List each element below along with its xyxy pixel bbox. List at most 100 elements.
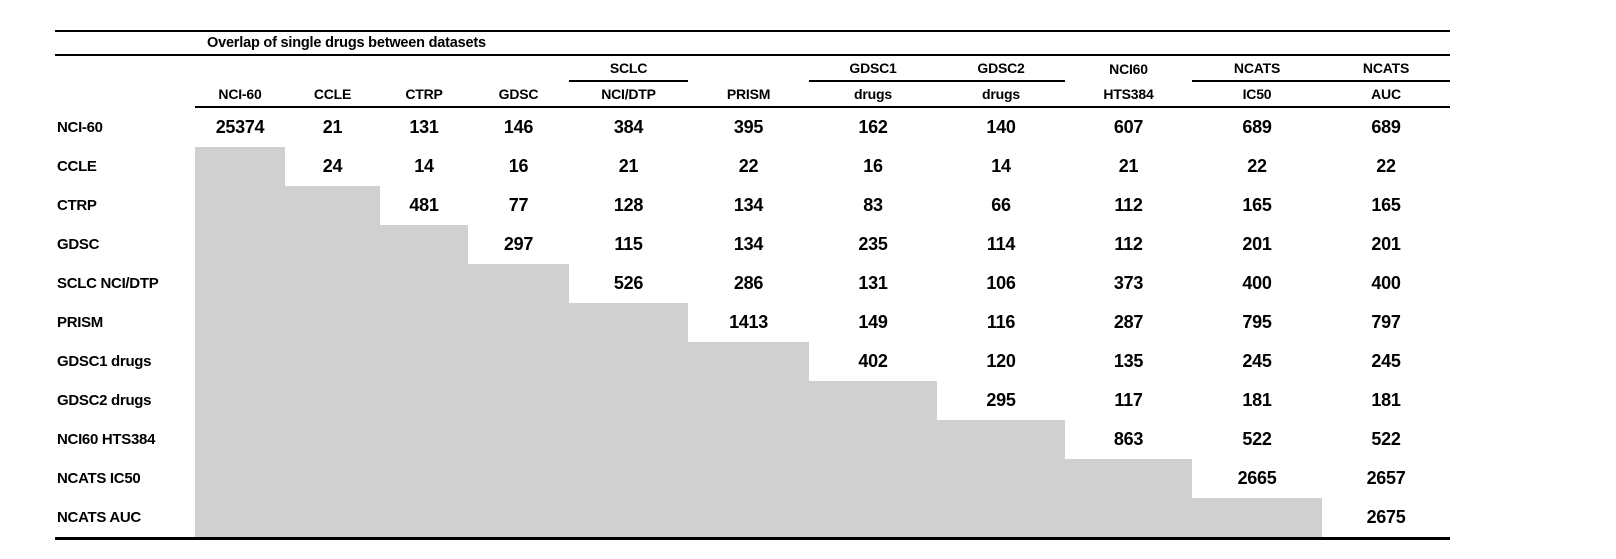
matrix-cell: 24 [322,156,343,176]
matrix-cell: 297 [503,234,534,254]
matrix-cell: 2665 [1237,468,1277,488]
matrix-cell: 83 [863,195,883,215]
matrix-cell: 2675 [1366,507,1406,527]
shaded-cell [195,498,285,539]
shaded-cell [195,381,285,420]
shaded-cell [468,342,569,381]
matrix-cell: 522 [1242,429,1272,449]
group-header: GDSC1 [809,56,937,82]
matrix-cell: 116 [986,312,1016,332]
shaded-cell [380,381,468,420]
shaded-cell [468,303,569,342]
matrix-cell: 134 [733,195,764,215]
row-label: GDSC2 drugs [57,392,152,409]
col-header: CCLE [285,81,380,108]
group-header [195,56,285,81]
matrix-cell: 22 [1376,156,1396,176]
matrix-cell: 607 [1113,117,1144,137]
matrix-cell: 128 [613,195,644,215]
matrix-cell: 402 [858,351,888,371]
shaded-cell [809,420,937,459]
matrix-cell: 135 [1113,351,1144,371]
shaded-cell [285,420,380,459]
matrix-cell: 14 [414,156,434,176]
shaded-cell [809,459,937,498]
col-header: GDSC [468,81,569,108]
matrix-cell: 134 [733,234,764,254]
matrix-cell: 25374 [215,117,265,137]
shaded-cell [688,342,809,381]
matrix-cell: 131 [409,117,439,137]
matrix-cell: 120 [986,351,1016,371]
table-row: CCLE 24 14 16 21 22 16 14 21 22 22 [55,147,1450,186]
shaded-cell [285,381,380,420]
matrix-cell: 201 [1242,234,1272,254]
matrix-cell: 21 [618,156,639,176]
shaded-cell [195,342,285,381]
col-header: IC50 [1192,81,1322,108]
shaded-cell [468,459,569,498]
matrix-cell: 21 [1118,156,1139,176]
shaded-cell [380,264,468,303]
matrix-cell: 77 [508,195,529,215]
group-header: NCATS [1322,56,1450,82]
matrix-cell: 522 [1371,429,1401,449]
matrix-cell: 689 [1242,117,1272,137]
matrix-cell: 131 [858,273,888,293]
shaded-cell [569,381,688,420]
matrix-cell: 140 [986,117,1016,137]
group-header: NCATS [1192,56,1322,82]
matrix-cell: 400 [1371,273,1401,293]
shaded-cell [569,498,688,539]
shaded-cell [285,186,380,225]
matrix-cell: 14 [991,156,1011,176]
shaded-cell [468,498,569,539]
matrix-cell: 373 [1113,273,1144,293]
matrix-cell: 112 [1114,234,1143,254]
matrix-body: NCI-60 25374 21 131 146 384 395 162 140 607 689 689… [55,107,1450,539]
overlap-table: Overlap of single drugs between datasets… [55,30,1450,540]
group-header [380,56,468,81]
matrix-cell: 395 [733,117,764,137]
matrix-cell: 22 [1247,156,1267,176]
shaded-cell [380,420,468,459]
col-header: drugs [937,81,1065,108]
shaded-cell [468,264,569,303]
matrix-cell: 115 [614,234,643,254]
matrix-cell: 287 [1113,312,1144,332]
matrix-cell: 481 [409,195,439,215]
matrix-cell: 201 [1371,234,1401,254]
column-header-row: NCI-60 CCLE CTRP GDSC NCI/DTP PRISM drugs drugs… [55,81,1450,108]
matrix-cell: 16 [508,156,529,176]
shaded-cell [569,342,688,381]
row-label: GDSC1 drugs [57,353,152,370]
col-header: PRISM [688,81,809,108]
shaded-cell [937,420,1065,459]
matrix-cell: 181 [1242,390,1272,410]
shaded-cell [195,186,285,225]
shaded-cell [468,381,569,420]
matrix-cell: 295 [986,390,1016,410]
table-title: Overlap of single drugs between datasets [55,30,1450,56]
matrix-cell: 286 [733,273,764,293]
shaded-cell [468,420,569,459]
table-row: NCI-60 25374 21 131 146 384 395 162 140 607 689 689 [55,107,1450,147]
shaded-cell [380,498,468,539]
shaded-cell [1065,498,1192,539]
shaded-cell [285,459,380,498]
matrix-cell: 2657 [1366,468,1406,488]
matrix-cell: 384 [613,117,644,137]
shaded-cell [285,303,380,342]
matrix-cell: 863 [1113,429,1144,449]
matrix-cell: 181 [1371,390,1401,410]
matrix-cell: 245 [1242,351,1272,371]
col-header: AUC [1322,81,1450,108]
matrix-cell: 66 [991,195,1011,215]
table-row: GDSC 297 115 134 235 114 112 201 201 [55,225,1450,264]
row-label: NCI-60 [57,118,103,136]
shaded-cell [380,459,468,498]
matrix-cell: 162 [858,117,888,137]
shaded-cell [195,459,285,498]
table-row: NCATS AUC 2675 [55,498,1450,539]
group-header-row: SCLC GDSC1 GDSC2 NCI60 NCATS NCATS [55,56,1450,82]
